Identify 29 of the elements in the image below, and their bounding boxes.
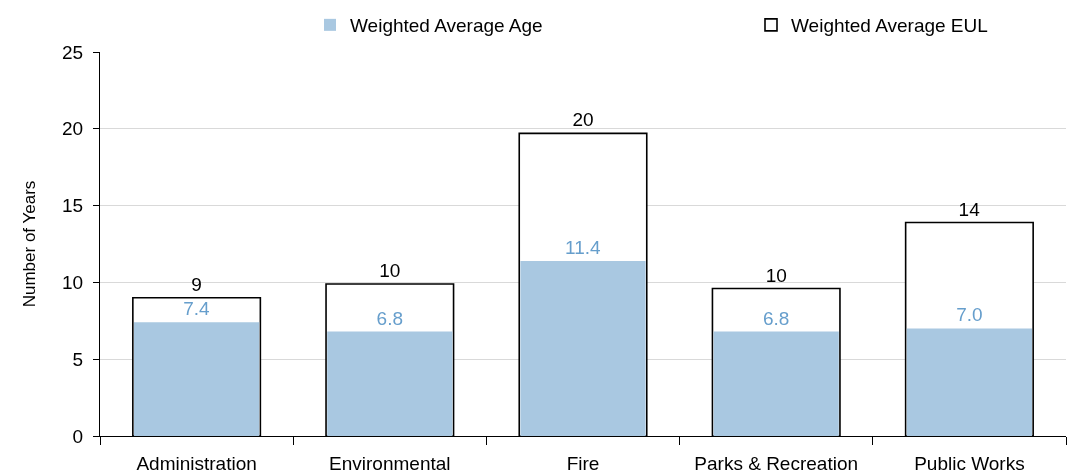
data-label: 14 [958,198,981,220]
data-label: 11.4 [565,236,601,258]
y-tick-label: 5 [72,348,84,370]
y-tick-label: 10 [61,272,84,294]
data-label: 9 [191,273,202,295]
y-tick-label: 20 [61,118,84,140]
x-tick-label: Fire [566,452,600,474]
data-label: 20 [572,109,594,131]
data-label: 6.8 [376,307,404,329]
x-tick-label: Environmental [329,452,451,474]
bar [520,260,646,436]
bar [713,331,839,436]
y-tick-label: 25 [61,41,84,63]
x-tick-label: Public Works [914,452,1025,474]
x-tick-label: Administration [136,452,257,474]
x-tick-label: Parks & Recreation [694,452,859,474]
bar [906,328,1032,436]
y-tick-label: 0 [72,425,84,447]
data-label: 10 [379,259,401,281]
bar [134,322,260,436]
data-label: 10 [765,264,787,286]
legend-label: Weighted Average EUL [791,15,988,37]
y-tick-label: 15 [61,195,84,217]
data-label: 6.8 [762,307,790,329]
y-axis-title: Number of Years [19,180,39,308]
bar [327,331,453,436]
data-label: 7.0 [956,304,983,326]
legend-label: Weighted Average Age [350,15,543,37]
data-label: 7.4 [183,298,211,320]
